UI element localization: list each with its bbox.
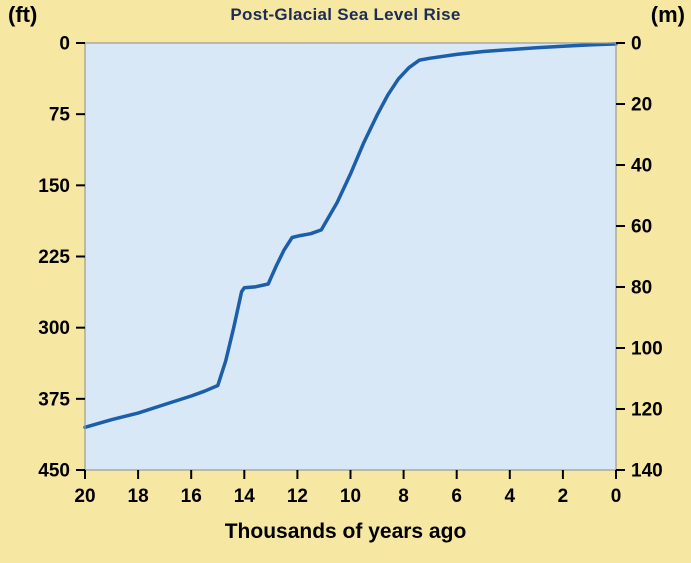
x-tick-label: 12 xyxy=(287,486,308,507)
y-left-tick-label: 225 xyxy=(38,247,70,268)
y-right-tick-label: 40 xyxy=(631,156,652,177)
x-tick-label: 4 xyxy=(505,486,516,507)
y-right-axis-unit-label: (m) xyxy=(650,2,685,27)
chart-title: Post-Glacial Sea Level Rise xyxy=(230,5,461,24)
y-right-tick-label: 120 xyxy=(631,400,663,421)
y-left-tick-label: 450 xyxy=(38,461,70,482)
plot-area xyxy=(85,43,616,470)
x-tick-label: 2 xyxy=(558,486,569,507)
y-left-axis-unit-label: (ft) xyxy=(8,2,38,27)
y-right-tick-label: 140 xyxy=(631,461,663,482)
x-tick-label: 20 xyxy=(74,486,95,507)
y-right-tick-label: 60 xyxy=(631,217,652,238)
y-left-tick-label: 300 xyxy=(38,318,70,339)
y-left-tick-label: 75 xyxy=(49,105,71,126)
sea-level-line xyxy=(83,42,618,430)
y-right-tick-label: 0 xyxy=(631,34,642,55)
x-tick-label: 6 xyxy=(451,486,462,507)
y-right-tick-label: 100 xyxy=(631,339,663,360)
x-tick-label: 14 xyxy=(234,486,256,507)
x-tick-label: 0 xyxy=(611,486,622,507)
x-tick-label: 8 xyxy=(398,486,409,507)
x-axis-title: Thousands of years ago xyxy=(224,520,467,543)
x-tick-label: 16 xyxy=(181,486,202,507)
y-left-tick-label: 150 xyxy=(38,176,70,197)
y-right-tick-label: 80 xyxy=(631,278,652,299)
y-left-tick-label: 0 xyxy=(59,34,70,55)
x-tick-label: 18 xyxy=(128,486,149,507)
y-right-tick-label: 20 xyxy=(631,95,652,116)
y-left-tick-label: 375 xyxy=(38,389,70,410)
x-tick-label: 10 xyxy=(340,486,361,507)
